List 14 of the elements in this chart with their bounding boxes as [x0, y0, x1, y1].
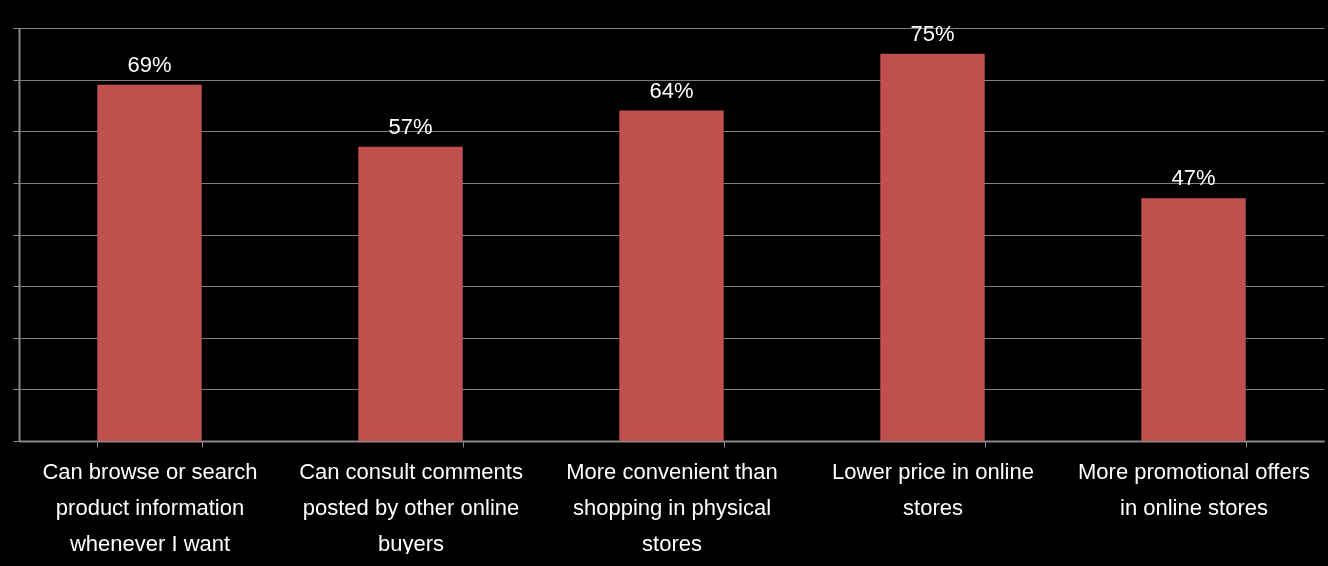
x-tick-label: More convenient than shopping in physical stores [566, 458, 778, 556]
data-label: 57% [388, 113, 433, 139]
bar [1141, 198, 1246, 441]
data-label: 75% [910, 20, 955, 46]
data-label: 64% [649, 77, 694, 103]
data-label: 69% [127, 51, 172, 77]
bar [880, 53, 985, 441]
bar [619, 110, 724, 441]
data-label: 47% [1171, 165, 1216, 191]
bar [97, 84, 202, 441]
bar [358, 146, 463, 441]
x-tick-label: More promotional offers in online stores [1078, 458, 1310, 520]
x-tick-label: Lower price in online stores [832, 458, 1034, 520]
x-tick-label: Can browse or search product information whenever I want [42, 458, 258, 556]
